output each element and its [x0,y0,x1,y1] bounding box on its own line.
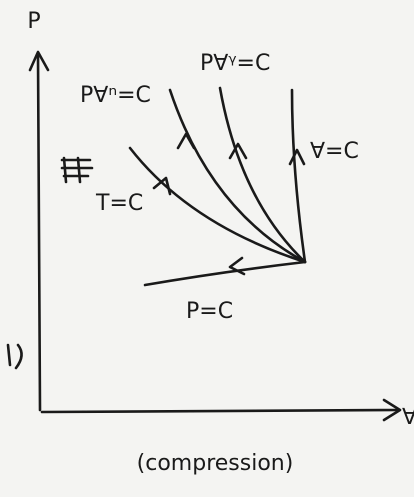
y-axis [38,55,40,410]
curve-label: P=C [186,299,233,324]
scribble [8,345,22,368]
curve-isobaric [145,262,305,285]
curve-isochoric [292,90,305,262]
curve-label: ∀=C [310,139,359,164]
caption: (compression) [137,451,294,476]
diagram: P ∀ P∀ⁿ=C P∀ᵞ=C ∀=C T=C P=C (compression… [0,0,414,497]
arrow [290,150,304,164]
scribble [62,158,92,182]
arrow [154,178,170,194]
x-axis [42,410,398,412]
curve-polytropic [170,90,305,262]
x-axis-label: ∀ [402,405,414,430]
curve-label: P∀ᵞ=C [200,51,270,76]
curve-label: P∀ⁿ=C [80,83,151,108]
y-axis-label: P [27,9,40,34]
curve-label: T=C [95,191,143,216]
